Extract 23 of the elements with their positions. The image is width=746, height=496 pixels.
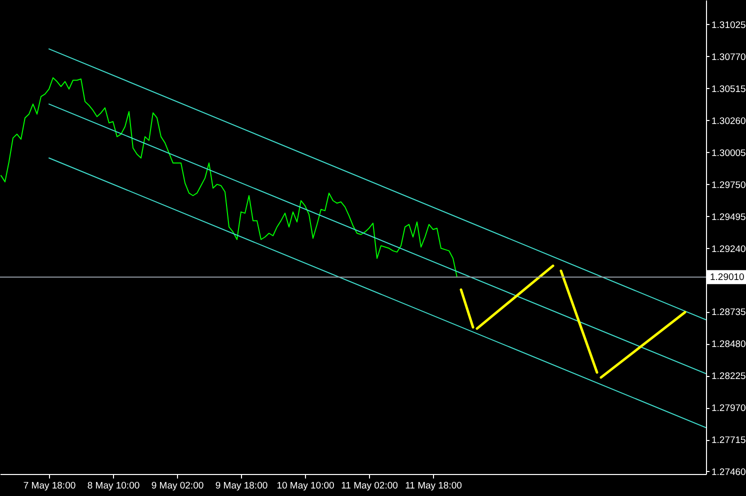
y-tick-label: 1.31025 [712,20,746,31]
ref-line-label: 1.29010 [710,272,744,284]
y-tick-label: 1.29750 [712,180,746,191]
x-tick-label: 11 May 02:00 [341,480,398,492]
y-tick-label: 1.28735 [712,307,746,318]
x-tick-label: 7 May 18:00 [23,480,76,492]
x-tick-label: 11 May 18:00 [405,480,462,492]
y-tick-label: 1.29240 [712,244,746,255]
y-tick-label: 1.28225 [712,371,746,382]
y-tick-label: 1.30005 [712,148,746,159]
y-tick-label: 1.27715 [712,435,746,446]
x-tick-label: 9 May 18:00 [215,480,268,492]
y-tick-label: 1.27460 [712,466,746,478]
y-tick-label: 1.29495 [712,212,746,223]
y-tick-label: 1.30515 [712,84,746,95]
y-tick-label: 1.30770 [712,52,746,63]
x-tick-label: 10 May 10:00 [276,480,334,492]
x-tick-label: 9 May 02:00 [151,480,204,492]
y-tick-label: 1.27970 [712,403,746,414]
x-tick-label: 8 May 10:00 [87,480,140,492]
y-tick-label: 1.28480 [712,339,746,350]
line-series [0,77,458,278]
y-tick-label: 1.30260 [712,116,746,127]
